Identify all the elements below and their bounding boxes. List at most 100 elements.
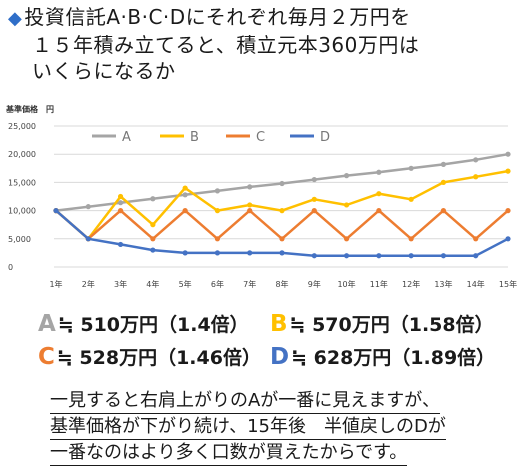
data-point xyxy=(311,253,317,259)
results-row-2: C ≒ 528万円（1.46倍） D ≒ 628万円（1.89倍） xyxy=(38,341,518,374)
data-point xyxy=(150,236,156,242)
data-point xyxy=(376,191,382,197)
x-tick-label: 11年 xyxy=(370,279,388,289)
explanation-note: 一見すると右肩上がりのAが一番に見えますが、 基準価格が下がり続け、15年後 半… xyxy=(50,388,520,466)
y-tick-label: 0 xyxy=(8,263,13,272)
result-d: D ≒ 628万円（1.89倍） xyxy=(270,341,502,374)
x-tick-label: 15年 xyxy=(499,279,517,289)
result-a-value: ≒ 510万円（1.4倍） xyxy=(57,314,249,336)
data-point xyxy=(117,208,124,214)
data-point xyxy=(214,188,221,194)
note-line-1: 一見すると右肩上がりのAが一番に見えますが、 xyxy=(50,388,440,414)
y-tick-label: 15,000 xyxy=(8,178,36,187)
data-point xyxy=(311,196,317,202)
result-b-letter: B xyxy=(270,311,288,337)
x-tick-label: 2年 xyxy=(82,279,95,289)
data-point xyxy=(343,202,350,208)
data-point xyxy=(408,165,414,171)
data-point xyxy=(117,241,124,248)
data-point xyxy=(247,202,253,208)
x-tick-label: 8年 xyxy=(275,279,288,289)
data-point xyxy=(182,185,188,191)
results-row-1: A ≒ 510万円（1.4倍） B ≒ 570万円（1.58倍） xyxy=(38,308,518,341)
data-point xyxy=(247,250,253,256)
data-point xyxy=(505,236,511,242)
data-point xyxy=(150,247,156,253)
title-line-2: １５年積み立てると、積立元本360万円は xyxy=(32,33,420,57)
data-point xyxy=(376,253,382,259)
title-text-1: 投資信託A·B·C·Dにそれぞれ毎月２万円を xyxy=(24,5,411,29)
data-point xyxy=(505,208,511,214)
result-b-value: ≒ 570万円（1.58倍） xyxy=(289,314,494,336)
data-point xyxy=(311,208,317,214)
data-point xyxy=(247,184,253,190)
data-point xyxy=(473,236,479,242)
data-point xyxy=(247,208,253,214)
data-point xyxy=(214,208,221,214)
data-point xyxy=(182,192,188,198)
result-b: B ≒ 570万円（1.58倍） xyxy=(270,308,502,341)
data-point xyxy=(279,180,285,187)
data-point xyxy=(440,208,447,214)
data-point xyxy=(279,250,285,256)
result-a-letter: A xyxy=(38,311,56,337)
y-axis-label: 基準価格 円 xyxy=(5,104,54,114)
data-point xyxy=(343,173,350,179)
data-point xyxy=(214,236,221,242)
line-chart: 基準価格 円 0 5,000 10,000 15,000 20,000 25,000 1年 2年… xyxy=(5,104,517,289)
result-c-letter: C xyxy=(38,344,55,370)
data-point xyxy=(408,196,414,202)
x-tick-label: 14年 xyxy=(467,279,485,289)
data-point xyxy=(473,174,479,180)
data-point xyxy=(440,253,447,259)
data-point xyxy=(53,208,59,214)
x-tick-label: 12年 xyxy=(402,279,420,289)
data-point xyxy=(182,250,188,256)
y-tick-label: 25,000 xyxy=(8,122,36,131)
diamond-icon: ◆ xyxy=(8,8,23,29)
page-title: ◆ 投資信託A·B·C·Dにそれぞれ毎月２万円を １５年積み立てると、積立元本36… xyxy=(8,4,523,84)
legend-label: D xyxy=(320,130,330,145)
title-line-1: ◆ 投資信託A·B·C·Dにそれぞれ毎月２万円を xyxy=(8,4,523,32)
data-point xyxy=(440,179,447,185)
result-c-value: ≒ 528万円（1.46倍） xyxy=(56,347,261,369)
data-point xyxy=(440,161,447,167)
data-point xyxy=(279,236,285,242)
data-point xyxy=(473,157,479,163)
x-tick-label: 5年 xyxy=(179,279,192,289)
data-point xyxy=(408,236,414,242)
legend-label: C xyxy=(256,130,265,145)
data-point xyxy=(473,253,479,259)
result-d-value: ≒ 628万円（1.89倍） xyxy=(291,347,496,369)
data-point xyxy=(376,169,382,175)
results-summary: A ≒ 510万円（1.4倍） B ≒ 570万円（1.58倍） C ≒ 528万円（… xyxy=(38,308,518,374)
data-point xyxy=(343,253,350,259)
y-tick-label: 5,000 xyxy=(8,235,31,244)
x-tick-label: 7年 xyxy=(243,279,256,289)
y-tick-label: 20,000 xyxy=(8,150,36,159)
legend-label: A xyxy=(122,130,131,145)
data-point xyxy=(117,193,124,200)
data-point xyxy=(505,151,511,157)
x-tick-label: 1年 xyxy=(49,279,62,289)
x-tick-label: 6年 xyxy=(211,279,224,289)
x-tick-label: 9年 xyxy=(308,279,321,289)
result-d-letter: D xyxy=(270,344,290,370)
data-point xyxy=(214,250,221,256)
data-point xyxy=(150,222,156,228)
data-point xyxy=(279,208,285,214)
data-point xyxy=(505,168,511,174)
data-point xyxy=(85,236,91,242)
data-point xyxy=(117,200,124,206)
data-point xyxy=(150,196,156,202)
data-point xyxy=(376,208,382,214)
series-line xyxy=(55,209,509,241)
data-point xyxy=(85,204,91,210)
result-a: A ≒ 510万円（1.4倍） xyxy=(38,308,270,341)
y-tick-label: 10,000 xyxy=(8,207,36,216)
title-line-3: いくらになるか xyxy=(32,59,176,83)
x-tick-label: 10年 xyxy=(337,279,355,289)
data-point xyxy=(182,208,188,214)
note-line-2: 基準価格が下がり続け、15年後 半値戻しのDが xyxy=(50,414,446,440)
data-point xyxy=(408,253,414,259)
